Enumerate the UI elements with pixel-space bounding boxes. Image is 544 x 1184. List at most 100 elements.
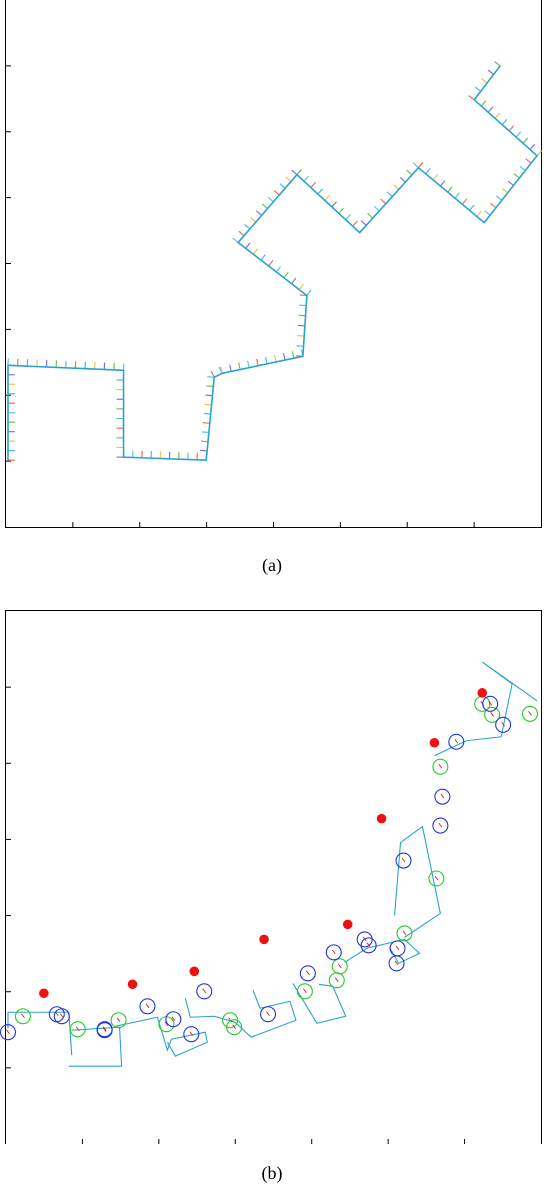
green-circle-marker-inner-mark: [529, 711, 532, 715]
blue-circle-marker-inner-mark: [396, 946, 399, 950]
path-hash-mark: [269, 261, 273, 267]
green-circle-marker-inner-mark: [491, 712, 494, 716]
blue-circle-marker-inner-mark: [146, 1004, 149, 1008]
path-hash-mark: [495, 113, 500, 118]
blue-circle-marker-inner-mark: [267, 1012, 270, 1016]
path-hash-mark: [201, 441, 208, 442]
path-hash-mark: [387, 192, 392, 197]
green-circle-marker-inner-mark: [439, 764, 442, 768]
path-hash-mark: [280, 184, 285, 189]
trajectory-segment: [434, 662, 537, 756]
path-hash-mark: [490, 203, 495, 207]
path-hash-mark: [292, 170, 297, 175]
path-hash-mark: [318, 189, 323, 194]
path-hash-mark: [508, 181, 513, 185]
blue-circle-marker-inner-mark: [455, 739, 458, 743]
chart-b-plot: [6, 611, 541, 1144]
path-hash-mark: [381, 199, 386, 204]
blue-circle-marker-inner-mark: [441, 794, 444, 798]
blue-circle-marker-inner-mark: [439, 823, 442, 827]
path-hash-mark: [239, 363, 240, 370]
red-dot-marker: [430, 738, 440, 748]
trajectory-line: [8, 66, 537, 460]
path-hash-mark: [311, 182, 316, 187]
path-hash-mark: [481, 101, 486, 106]
path-hash-mark: [261, 255, 265, 261]
trajectory-segment: [345, 939, 420, 963]
path-hash-mark: [509, 126, 514, 131]
path-hash-mark: [482, 79, 488, 83]
path-hash-mark: [520, 166, 525, 170]
path-hash-mark: [477, 211, 481, 216]
path-hash-mark: [400, 177, 405, 182]
red-dot-marker: [259, 935, 269, 945]
trajectory-segment: [395, 827, 441, 938]
path-hash-mark: [246, 243, 250, 249]
path-hash-mark: [253, 249, 257, 255]
path-hash-mark: [211, 371, 214, 377]
path-hash-mark: [523, 138, 528, 143]
path-hash-mark: [407, 170, 412, 175]
path-hash-mark: [207, 377, 214, 378]
blue-circle-marker-inner-mark: [402, 858, 405, 862]
path-hash-mark: [440, 181, 444, 186]
blue-circle-marker-inner-mark: [332, 950, 335, 954]
path-hash-mark: [304, 176, 309, 181]
path-hash-mark: [221, 366, 222, 373]
path-hash-mark: [526, 159, 531, 163]
path-hash-mark: [433, 175, 437, 180]
path-hash-mark: [245, 224, 250, 229]
path-hash-mark: [530, 144, 535, 149]
path-hash-mark: [475, 87, 481, 91]
path-hash-mark: [413, 163, 418, 168]
path-hash-mark: [206, 395, 213, 396]
path-hash-mark: [248, 361, 249, 368]
path-hash-mark: [266, 357, 267, 364]
path-hash-mark: [256, 211, 261, 216]
path-hash-mark: [353, 221, 358, 226]
green-circle-marker-inner-mark: [338, 964, 341, 968]
path-hash-mark: [233, 238, 238, 243]
path-hash-mark: [299, 284, 303, 290]
path-hash-mark: [495, 62, 501, 66]
green-circle-marker-inner-mark: [303, 989, 306, 993]
path-hash-mark: [502, 189, 507, 193]
red-dot-marker: [377, 814, 387, 824]
path-hash-mark: [448, 187, 452, 192]
path-hash-mark: [470, 205, 474, 210]
path-hash-mark: [488, 107, 493, 112]
chart-a-plot: [6, 0, 541, 527]
path-hash-mark: [292, 351, 293, 358]
chart-panel-a: [5, 0, 542, 528]
blue-circle-marker-inner-mark: [6, 1030, 9, 1034]
path-hash-mark: [276, 266, 280, 272]
path-hash-mark: [239, 231, 244, 236]
path-hash-mark: [496, 196, 501, 200]
path-hash-mark: [202, 432, 209, 433]
path-hash-mark: [455, 193, 459, 198]
path-hash-mark: [339, 208, 344, 213]
red-dot-marker: [190, 967, 200, 977]
path-hash-mark: [275, 355, 276, 362]
path-hash-mark: [361, 221, 366, 226]
red-dot-marker: [477, 688, 487, 698]
caption-b: (b): [0, 1163, 544, 1184]
path-hash-mark: [284, 272, 288, 278]
blue-circle-marker-inner-mark: [60, 1014, 63, 1018]
path-hash-mark: [426, 168, 430, 173]
green-circle-marker-inner-mark: [435, 876, 438, 880]
path-hash-mark: [274, 190, 279, 195]
blue-circle-marker-inner-mark: [203, 989, 206, 993]
red-dot-marker: [128, 980, 138, 990]
path-hash-mark: [488, 70, 494, 74]
path-hash-mark: [297, 170, 302, 175]
path-hash-mark: [516, 132, 521, 137]
green-circle-marker-inner-mark: [403, 931, 406, 935]
path-hash-mark: [502, 119, 507, 124]
path-hash-mark: [514, 174, 519, 178]
path-hash-mark: [292, 278, 296, 284]
path-hash-mark: [462, 199, 466, 204]
path-hash-mark: [332, 202, 337, 207]
green-circle-marker-inner-mark: [117, 1018, 120, 1022]
green-circle-marker-inner-mark: [21, 1014, 24, 1018]
